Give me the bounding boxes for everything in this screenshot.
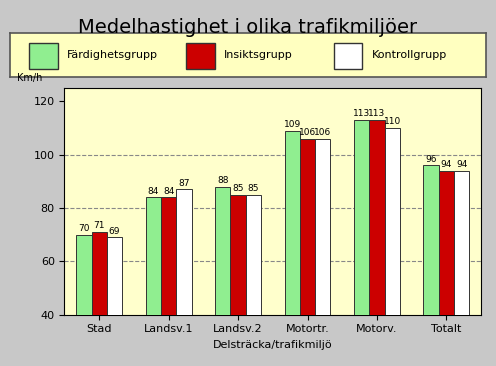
- Text: 113: 113: [353, 109, 371, 118]
- Text: 106: 106: [299, 128, 316, 137]
- Text: 71: 71: [93, 221, 105, 231]
- Text: 96: 96: [426, 155, 437, 164]
- Text: 70: 70: [78, 224, 90, 233]
- Bar: [231, 195, 246, 366]
- Text: 94: 94: [456, 160, 467, 169]
- Bar: [424, 165, 439, 366]
- Text: Kontrollgrupp: Kontrollgrupp: [372, 50, 447, 60]
- Bar: [92, 232, 107, 366]
- Text: 113: 113: [369, 109, 385, 118]
- Bar: [76, 235, 92, 366]
- FancyBboxPatch shape: [334, 42, 362, 69]
- Text: 106: 106: [314, 128, 331, 137]
- FancyBboxPatch shape: [29, 42, 58, 69]
- Bar: [176, 189, 191, 366]
- Bar: [285, 131, 300, 366]
- Text: 85: 85: [248, 184, 259, 193]
- Text: 69: 69: [109, 227, 120, 236]
- Text: Medelhastighet i olika trafikmiljöer: Medelhastighet i olika trafikmiljöer: [78, 18, 418, 37]
- Bar: [384, 128, 400, 366]
- Bar: [454, 171, 469, 366]
- X-axis label: Delsträcka/trafikmiljö: Delsträcka/trafikmiljö: [213, 340, 333, 350]
- Text: 87: 87: [178, 179, 189, 188]
- Bar: [146, 197, 161, 366]
- Text: Färdighetsgrupp: Färdighetsgrupp: [67, 50, 158, 60]
- Bar: [315, 139, 330, 366]
- Text: 84: 84: [148, 187, 159, 196]
- Text: 109: 109: [284, 120, 301, 129]
- FancyBboxPatch shape: [186, 42, 215, 69]
- Text: 110: 110: [383, 117, 401, 126]
- Text: 94: 94: [441, 160, 452, 169]
- Text: 84: 84: [163, 187, 174, 196]
- Text: Km/h: Km/h: [16, 73, 42, 83]
- Bar: [439, 171, 454, 366]
- Text: 85: 85: [232, 184, 244, 193]
- Text: 88: 88: [217, 176, 229, 185]
- Bar: [246, 195, 261, 366]
- Bar: [215, 187, 231, 366]
- Bar: [107, 237, 122, 366]
- Bar: [161, 197, 176, 366]
- Bar: [300, 139, 315, 366]
- Bar: [370, 120, 384, 366]
- Text: Insiktsgrupp: Insiktsgrupp: [224, 50, 293, 60]
- Bar: [354, 120, 370, 366]
